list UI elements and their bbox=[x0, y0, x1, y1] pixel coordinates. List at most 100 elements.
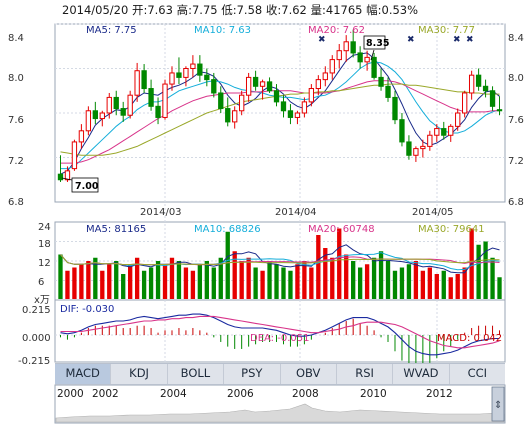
volume-bar bbox=[176, 261, 182, 299]
tab-kdj[interactable]: KDJ bbox=[111, 364, 168, 384]
event-marker-icon: ✖ bbox=[407, 35, 415, 45]
ma-line-ma30 bbox=[60, 83, 500, 156]
vol-ma30-line bbox=[60, 254, 500, 266]
volume-ma-labels: MA5: 81165 MA10: 68826 MA20: 60748 MA30:… bbox=[86, 224, 485, 235]
candle-body bbox=[413, 148, 419, 156]
y-tick: 6.8 bbox=[508, 197, 524, 208]
volume-bar bbox=[288, 270, 293, 299]
volume-bar bbox=[93, 257, 98, 299]
volume-bar bbox=[344, 254, 349, 299]
volume-bar bbox=[399, 267, 405, 299]
candle-body bbox=[127, 94, 133, 116]
candle-body bbox=[78, 130, 85, 143]
price-y-ticks-right: 8.4 8.0 7.6 7.2 6.8 bbox=[508, 33, 524, 208]
volume-bar bbox=[323, 248, 328, 299]
volume-bar bbox=[302, 261, 307, 299]
volume-bar bbox=[434, 274, 439, 299]
vol-ma30-label: MA30: 79641 bbox=[418, 224, 485, 235]
candle-body bbox=[162, 83, 168, 118]
y-tick: 7.6 bbox=[508, 115, 524, 126]
volume-bar bbox=[378, 251, 384, 299]
candle-body bbox=[273, 90, 280, 103]
vol-ma10-line bbox=[60, 252, 500, 271]
tab-rsi[interactable]: RSI bbox=[337, 364, 394, 384]
timeline-range-handle-icon: ⇕ bbox=[494, 400, 502, 411]
min-label: 7.00 bbox=[75, 181, 99, 192]
volume-bar bbox=[134, 257, 140, 299]
tab-obv[interactable]: OBV bbox=[281, 364, 337, 384]
year-label: 2012 bbox=[426, 388, 453, 400]
year-label: 2004 bbox=[160, 388, 187, 400]
candle-body bbox=[378, 76, 384, 87]
header-high: 高:7.75 bbox=[176, 3, 218, 17]
dea-label: DEA: -0.051 bbox=[250, 333, 309, 344]
timeline-range-handle[interactable] bbox=[491, 386, 505, 422]
candle-body bbox=[211, 79, 217, 94]
candle-body bbox=[468, 74, 475, 94]
candle-body bbox=[294, 112, 301, 118]
volume-bar bbox=[65, 270, 70, 299]
volume-bar bbox=[274, 264, 279, 299]
candle-body bbox=[266, 81, 273, 92]
tab-psy[interactable]: PSY bbox=[224, 364, 281, 384]
volume-bar bbox=[483, 241, 488, 299]
timeline-sparkline bbox=[55, 403, 505, 423]
volume-bar bbox=[420, 270, 426, 299]
volume-bar bbox=[225, 231, 230, 299]
volume-bar bbox=[371, 257, 377, 299]
volume-bar bbox=[413, 261, 419, 299]
candle-body bbox=[99, 112, 105, 120]
y-tick: 8.0 bbox=[8, 73, 24, 84]
vol-ma10-label: MA10: 68826 bbox=[194, 224, 261, 235]
ma10-label: MA10: 7.63 bbox=[194, 25, 251, 36]
volume-bar bbox=[141, 270, 147, 299]
candle-body bbox=[420, 145, 426, 150]
candle-body bbox=[155, 105, 161, 118]
y-tick: 7.2 bbox=[8, 156, 24, 167]
event-marker-icon: ✖ bbox=[453, 35, 461, 45]
y-tick: 12 bbox=[38, 258, 51, 269]
y-tick: 7.6 bbox=[8, 115, 24, 126]
ma30-label: MA30: 7.77 bbox=[418, 25, 475, 36]
max-label-box bbox=[363, 35, 386, 50]
volume-bar bbox=[204, 261, 209, 299]
candle-body bbox=[364, 56, 370, 63]
candle-body bbox=[462, 92, 468, 114]
event-markers[interactable]: ✖ ✖ ✖ ✖ bbox=[318, 35, 474, 45]
volume-bar bbox=[476, 244, 481, 299]
volume-bar bbox=[79, 264, 84, 299]
candle-body bbox=[287, 110, 294, 118]
candle-body bbox=[280, 101, 287, 112]
year-label: 2002 bbox=[92, 388, 119, 400]
volume-bar bbox=[253, 267, 258, 299]
tab-cci[interactable]: CCI bbox=[467, 366, 488, 380]
y-tick: 0.000 bbox=[22, 333, 51, 344]
candle-body bbox=[427, 134, 433, 147]
candle-body bbox=[134, 70, 140, 96]
header-bar: 2014/05/20 开:7.63 高:7.75 低:7.58 收:7.62 量… bbox=[62, 2, 418, 18]
event-marker-icon: ✖ bbox=[466, 35, 474, 45]
volume-bar bbox=[232, 251, 237, 299]
max-pointer bbox=[370, 49, 375, 61]
ma-line-ma10 bbox=[60, 61, 500, 170]
candle-body bbox=[308, 88, 315, 103]
volume-bar bbox=[497, 277, 502, 299]
x-tick: 2014/05 bbox=[412, 207, 454, 218]
y-tick: 8.4 bbox=[8, 33, 24, 44]
candle-body bbox=[448, 125, 454, 136]
y-tick: 7.2 bbox=[508, 156, 524, 167]
tab-boll[interactable]: BOLL bbox=[168, 364, 225, 384]
volume-bar bbox=[392, 270, 398, 299]
candle-body bbox=[176, 72, 182, 78]
max-label: 8.35 bbox=[366, 38, 389, 49]
candle-body bbox=[204, 74, 210, 81]
event-marker-icon: ✖ bbox=[318, 35, 326, 45]
volume-bar bbox=[427, 267, 432, 299]
price-x-ticks: 2014/03 2014/04 2014/05 bbox=[140, 207, 454, 218]
volume-bar bbox=[448, 277, 453, 299]
tab-wvad[interactable]: WVAD bbox=[393, 364, 450, 384]
volume-bar bbox=[441, 270, 446, 299]
price-ma-labels: MA5: 7.75 MA10: 7.63 MA20: 7.62 MA30: 7.… bbox=[86, 25, 475, 36]
tab-macd[interactable]: MACD bbox=[55, 364, 112, 384]
